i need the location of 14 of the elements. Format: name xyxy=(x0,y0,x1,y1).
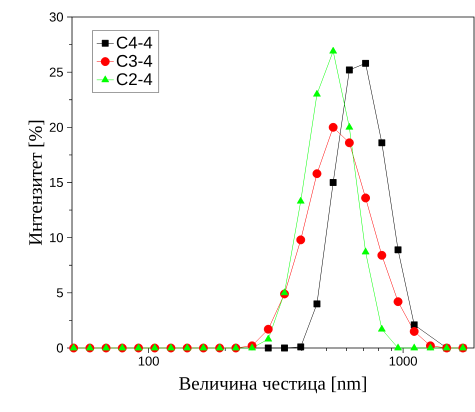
x-axis-title: Величина честица [nm] xyxy=(179,376,366,394)
y-tick-label: 0 xyxy=(56,343,64,353)
x-tick-label: 100 xyxy=(138,356,159,366)
x-tick-label: 1000 xyxy=(390,356,417,366)
legend-label: C2-4 xyxy=(116,73,152,86)
y-tick-label: 15 xyxy=(50,178,63,188)
y-tick-label: 30 xyxy=(50,12,64,22)
y-tick-label: 5 xyxy=(56,288,63,298)
legend-label: C4-4 xyxy=(116,36,152,49)
y-tick-label: 25 xyxy=(50,68,63,77)
y-tick-label: 10 xyxy=(50,233,64,242)
y-tick-label: 20 xyxy=(50,122,64,132)
legend-label: C3-4 xyxy=(116,54,152,67)
y-axis-title: Интензитет [%] xyxy=(28,120,44,246)
